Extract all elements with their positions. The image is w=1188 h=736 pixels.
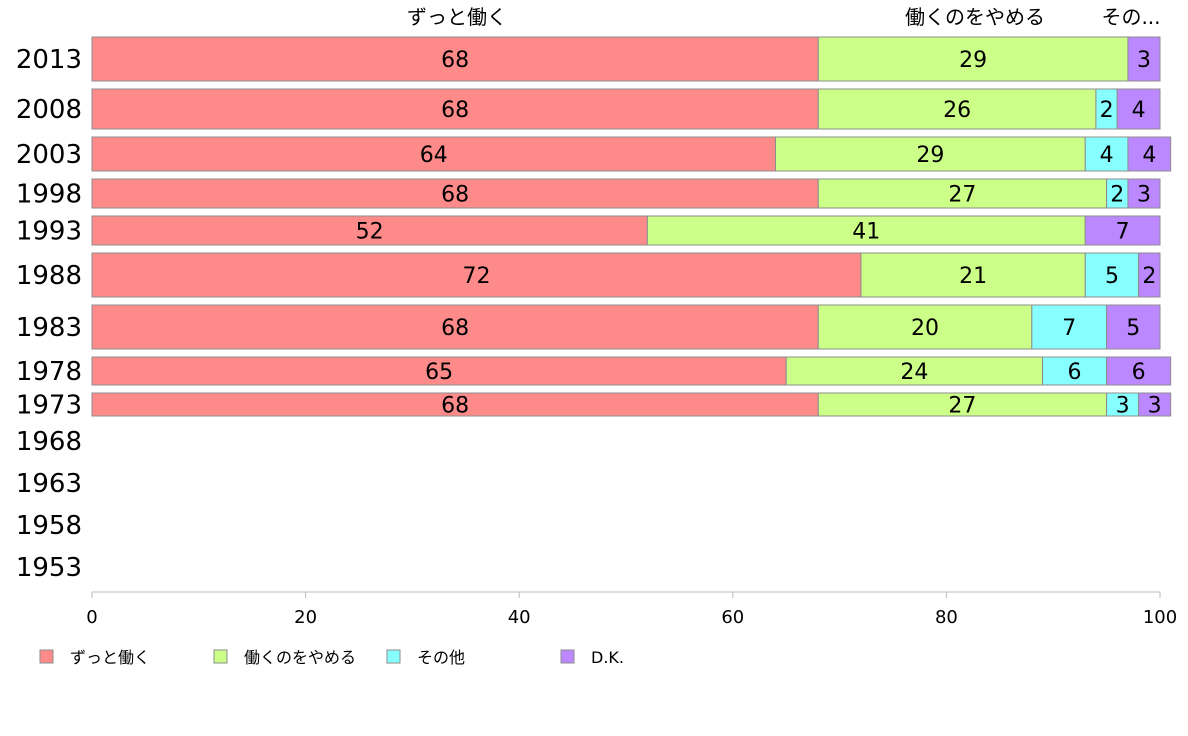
data-label: 41 [852,220,880,245]
data-label: 24 [900,360,928,385]
legend-label: D.K. [591,648,624,667]
data-label: 2 [1142,264,1156,289]
x-tick-label: 0 [86,607,97,628]
x-tick-label: 100 [1143,607,1177,628]
year-label: 2003 [16,140,82,170]
data-label: 68 [441,394,469,419]
year-label: 1973 [16,391,82,421]
legend-swatch [561,650,574,663]
data-label: 4 [1142,143,1156,168]
data-label: 6 [1132,360,1146,385]
year-label: 2013 [16,45,82,75]
top-series-label: 働くのをやめる [905,5,1045,29]
x-tick-label: 40 [508,607,531,628]
year-label: 1988 [16,261,82,291]
data-label: 3 [1148,394,1162,419]
data-label: 5 [1126,316,1140,341]
data-label: 68 [441,183,469,208]
year-label: 1998 [16,180,82,210]
data-label: 68 [441,48,469,73]
data-label: 6 [1068,360,1082,385]
data-label: 7 [1116,220,1130,245]
data-label: 21 [959,264,987,289]
chart-svg: ずっと働く 働くのをやめる その...2013 68 29 32008 68 26 2 42003… [0,0,1188,736]
data-label: 29 [916,143,944,168]
data-label: 20 [911,316,939,341]
data-label: 4 [1100,143,1114,168]
data-label: 26 [943,98,971,123]
year-label: 1963 [16,469,82,499]
legend-swatch [387,650,400,663]
year-label: 1978 [16,357,82,387]
legend-label: その他 [417,648,465,667]
legend-swatch [214,650,227,663]
data-label: 5 [1105,264,1119,289]
data-label: 2 [1110,183,1124,208]
top-series-label: ずっと働く [407,5,507,29]
data-label: 3 [1116,394,1130,419]
data-label: 27 [948,394,976,419]
stacked-bar-chart: ずっと働く 働くのをやめる その... 2013 68 29 3 2008 68 26 2 4 2003… [0,0,1188,736]
data-label: 27 [948,183,976,208]
x-tick-label: 60 [721,607,744,628]
year-label: 2008 [16,95,82,125]
data-label: 7 [1062,316,1076,341]
legend-label: ずっと働く [70,648,150,667]
year-label: 1968 [16,427,82,457]
data-label: 3 [1137,183,1151,208]
year-label: 1983 [16,313,82,343]
data-label: 2 [1100,98,1114,123]
data-label: 52 [356,220,384,245]
legend-swatch [40,650,53,663]
year-label: 1953 [16,553,82,583]
data-label: 3 [1137,48,1151,73]
year-label: 1958 [16,511,82,541]
data-label: 68 [441,316,469,341]
year-label: 1993 [16,217,82,247]
top-series-label: その... [1101,5,1160,29]
legend-label: 働くのをやめる [244,648,356,667]
data-label: 64 [420,143,448,168]
data-label: 29 [959,48,987,73]
data-label: 65 [425,360,453,385]
x-tick-label: 80 [935,607,958,628]
data-label: 68 [441,98,469,123]
x-tick-label: 20 [294,607,317,628]
data-label: 4 [1132,98,1146,123]
data-label: 72 [462,264,490,289]
